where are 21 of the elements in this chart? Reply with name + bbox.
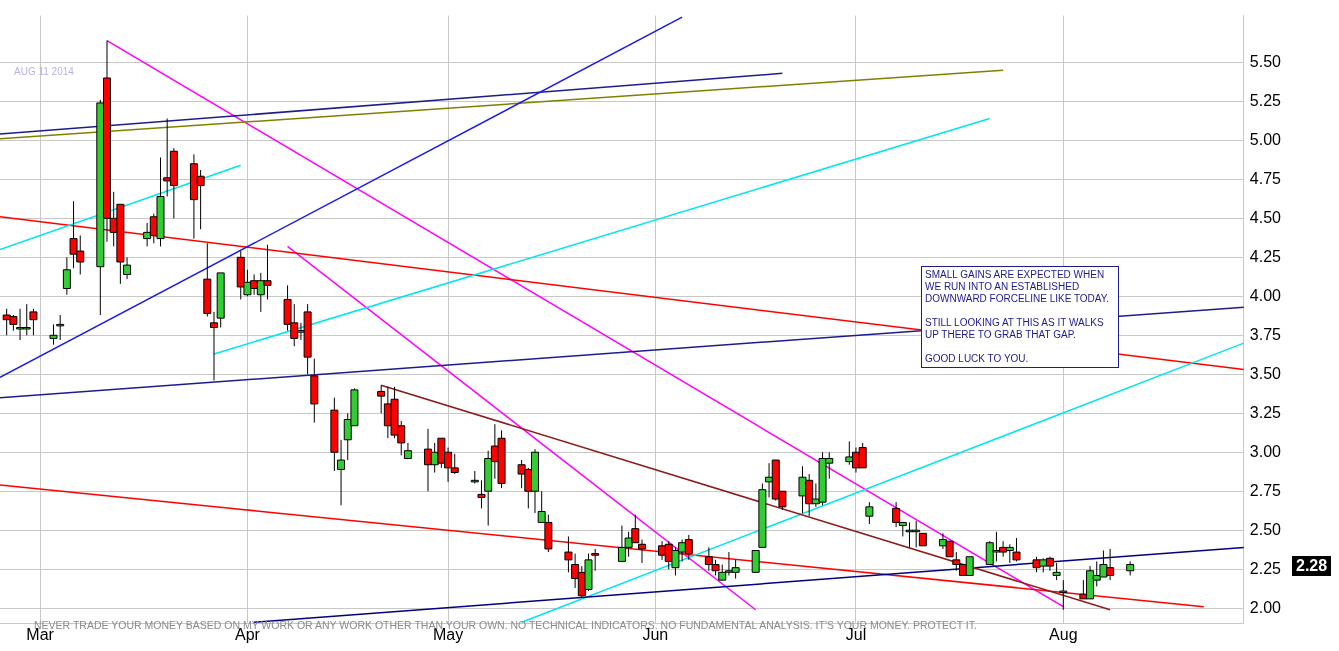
y-tick-label: 2.00 [1249, 598, 1282, 616]
y-tick-label: 4.00 [1249, 286, 1282, 304]
candlestick [210, 311, 218, 382]
y-tick-label: 5.25 [1249, 91, 1282, 109]
annotation: AUG 11 2014 [14, 66, 74, 77]
y-tick-label: 5.50 [1249, 52, 1282, 70]
y-tick-label: 3.00 [1249, 442, 1282, 460]
y-tick-label: 2.25 [1249, 559, 1282, 577]
y-tick-label: 4.75 [1249, 169, 1282, 187]
y-tick-label: 3.50 [1249, 364, 1282, 382]
y-tick-label: 4.25 [1249, 247, 1282, 265]
y-tick-label: 3.75 [1249, 325, 1282, 343]
text: SMALL GAINS ARE EXPECTED WHEN WE RUN INTO AN ESTABLISHED DOWNWARD FORCELINE LIKE TODAY. STILL LOOKING AT THIS AS IT WALKS UP THERE TO GRAB THAT GAP. GOOD LUCK TO YOU. [925, 269, 1109, 364]
y-tick-label: 2.50 [1249, 520, 1282, 538]
y-tick-label: 4.50 [1249, 208, 1282, 226]
candlestick [751, 550, 760, 573]
y-tick-label: 2.75 [1249, 481, 1282, 499]
text: 2.28 [1292, 556, 1332, 576]
y-tick-label: 5.00 [1249, 130, 1282, 148]
x-tick-label: Aug [1049, 625, 1078, 643]
y-tick-label: 3.25 [1249, 403, 1282, 421]
